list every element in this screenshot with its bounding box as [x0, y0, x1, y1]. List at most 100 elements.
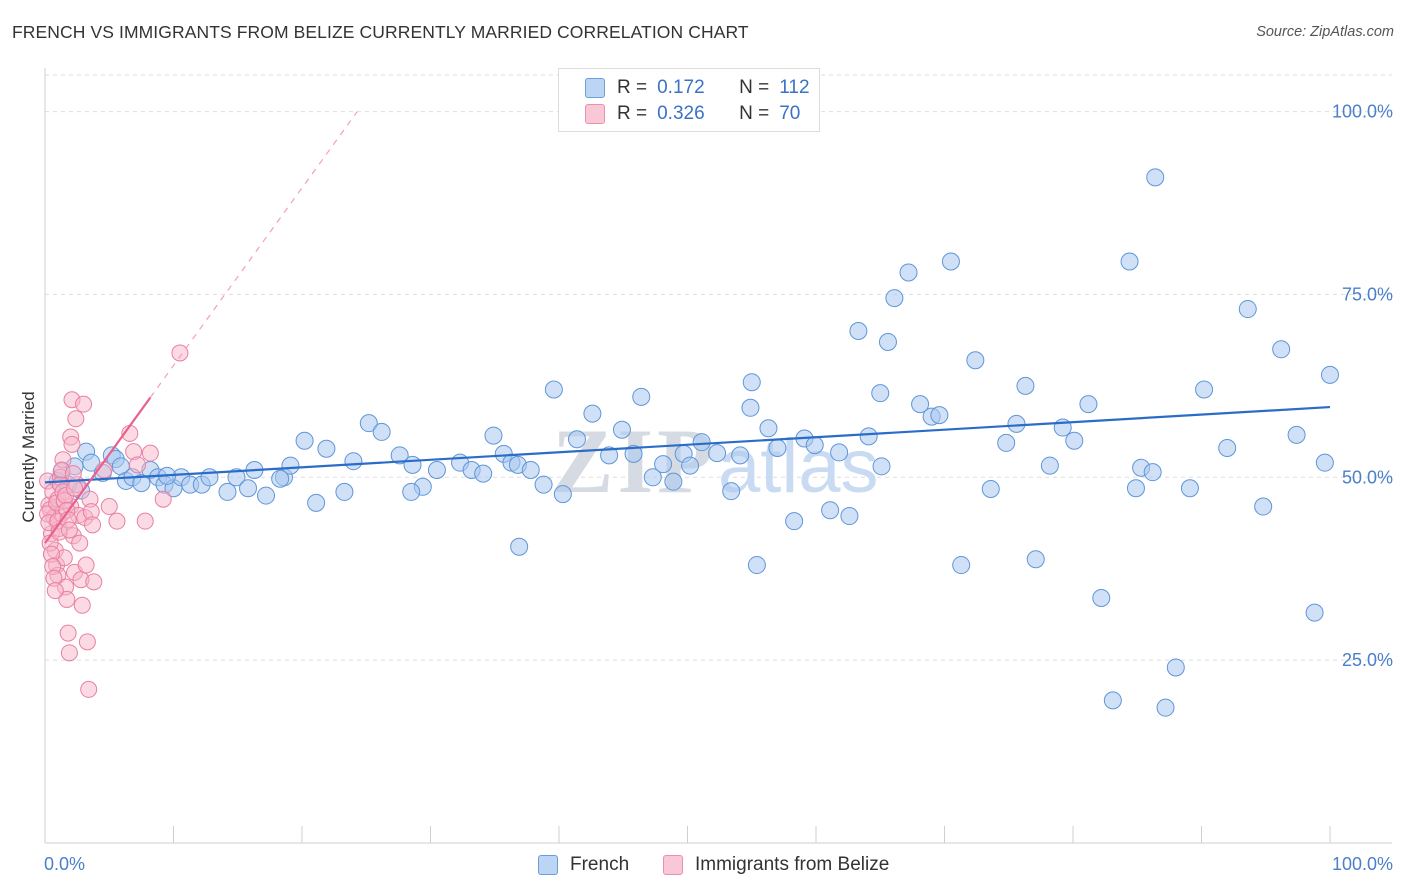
french-point	[747, 556, 766, 575]
series-legend: French Immigrants from Belize	[0, 852, 1406, 878]
french-point	[731, 446, 750, 465]
french-point	[521, 460, 540, 479]
belize-point	[75, 395, 93, 413]
french-point	[742, 373, 761, 392]
french-point	[1040, 456, 1059, 475]
legend-item-belize[interactable]: Immigrants from Belize	[663, 854, 889, 876]
axes	[44, 68, 1392, 844]
belize-point	[58, 590, 76, 608]
french-point	[708, 444, 727, 463]
french-point	[899, 263, 918, 282]
french-point	[1026, 550, 1045, 569]
legend-r-label: R =	[617, 103, 648, 124]
french-point	[722, 482, 741, 501]
y-tick-label: 100.0%	[1332, 102, 1393, 122]
belize-point	[73, 596, 91, 614]
y-tick-label: 50.0%	[1342, 467, 1393, 487]
legend-r-value: 0.326	[657, 103, 705, 124]
belize-point	[100, 498, 118, 516]
french-point	[821, 501, 840, 520]
french-point	[1016, 376, 1035, 395]
french-point	[997, 433, 1016, 452]
belize-point	[67, 410, 85, 428]
french-point	[885, 289, 904, 308]
french-point	[664, 472, 683, 491]
french-point	[981, 479, 1000, 498]
french-point	[681, 456, 700, 475]
french-point	[830, 443, 849, 462]
french-point	[227, 468, 246, 487]
french-point	[1156, 698, 1175, 717]
french-point	[1092, 588, 1111, 607]
legend-n-label: N =	[739, 103, 770, 124]
french-point	[132, 474, 151, 493]
legend-swatch-belize	[663, 855, 683, 875]
legend-swatch-french	[585, 78, 605, 98]
tick-labels: 25.0% 50.0% 75.0% 100.0% 0.0% 100.0%	[44, 102, 1393, 874]
french-points	[48, 168, 1339, 717]
belize-point	[71, 534, 89, 552]
belize-point	[171, 344, 189, 362]
belize-point	[84, 516, 102, 534]
legend-row-french: R = 0.172 N = 112	[585, 75, 810, 101]
french-point	[295, 431, 314, 450]
french-point	[1272, 340, 1291, 359]
french-point	[624, 444, 643, 463]
legend-r-label: R =	[617, 77, 648, 98]
french-point	[768, 439, 787, 458]
french-point	[1103, 691, 1122, 710]
legend-n-value: 112	[779, 77, 810, 98]
french-point	[239, 479, 258, 498]
belize-trend-line	[44, 396, 152, 544]
french-point	[1126, 479, 1145, 498]
legend-n-label: N =	[739, 77, 770, 98]
french-point	[317, 439, 336, 458]
french-point	[966, 351, 985, 370]
french-point	[741, 398, 760, 417]
french-point	[849, 322, 868, 340]
french-point	[759, 419, 778, 438]
belize-point	[60, 644, 78, 662]
french-point	[344, 452, 363, 471]
french-point	[427, 460, 446, 479]
correlation-legend: R = 0.172 N = 112 R = 0.326 N = 70	[558, 68, 820, 132]
french-point	[510, 537, 529, 556]
french-point	[632, 387, 651, 406]
legend-swatch-french	[538, 855, 558, 875]
french-point	[878, 332, 897, 351]
belize-point	[108, 512, 126, 530]
legend-label-belize: Immigrants from Belize	[695, 854, 890, 875]
belize-point	[154, 490, 172, 508]
french-point	[534, 475, 553, 494]
french-point	[1180, 479, 1199, 498]
french-point	[692, 433, 711, 452]
legend-r-value: 0.172	[657, 77, 705, 98]
french-point	[859, 427, 878, 446]
french-point	[218, 482, 237, 501]
belize-point	[80, 680, 98, 698]
french-point	[335, 482, 354, 501]
french-point	[553, 485, 572, 504]
french-point	[1315, 453, 1334, 472]
french-trend-line	[44, 405, 1331, 484]
legend-item-french[interactable]: French	[538, 854, 629, 876]
legend-row-belize: R = 0.326 N = 70	[585, 101, 800, 127]
trend-lines	[44, 111, 1331, 544]
french-point	[359, 414, 378, 433]
french-point	[1254, 497, 1273, 516]
french-point	[82, 453, 101, 472]
legend-swatch-belize	[585, 104, 605, 124]
y-tick-label: 25.0%	[1342, 650, 1393, 670]
french-point	[390, 446, 409, 465]
french-point	[805, 436, 824, 455]
french-point	[1321, 365, 1339, 384]
y-axis-title: Currently Married	[19, 391, 38, 522]
french-point	[1166, 658, 1185, 677]
french-point	[643, 468, 662, 487]
french-point	[941, 252, 960, 271]
french-point	[952, 556, 971, 575]
french-point	[484, 426, 503, 445]
french-point	[271, 469, 290, 488]
belize-point	[77, 556, 95, 574]
french-point	[872, 457, 891, 476]
